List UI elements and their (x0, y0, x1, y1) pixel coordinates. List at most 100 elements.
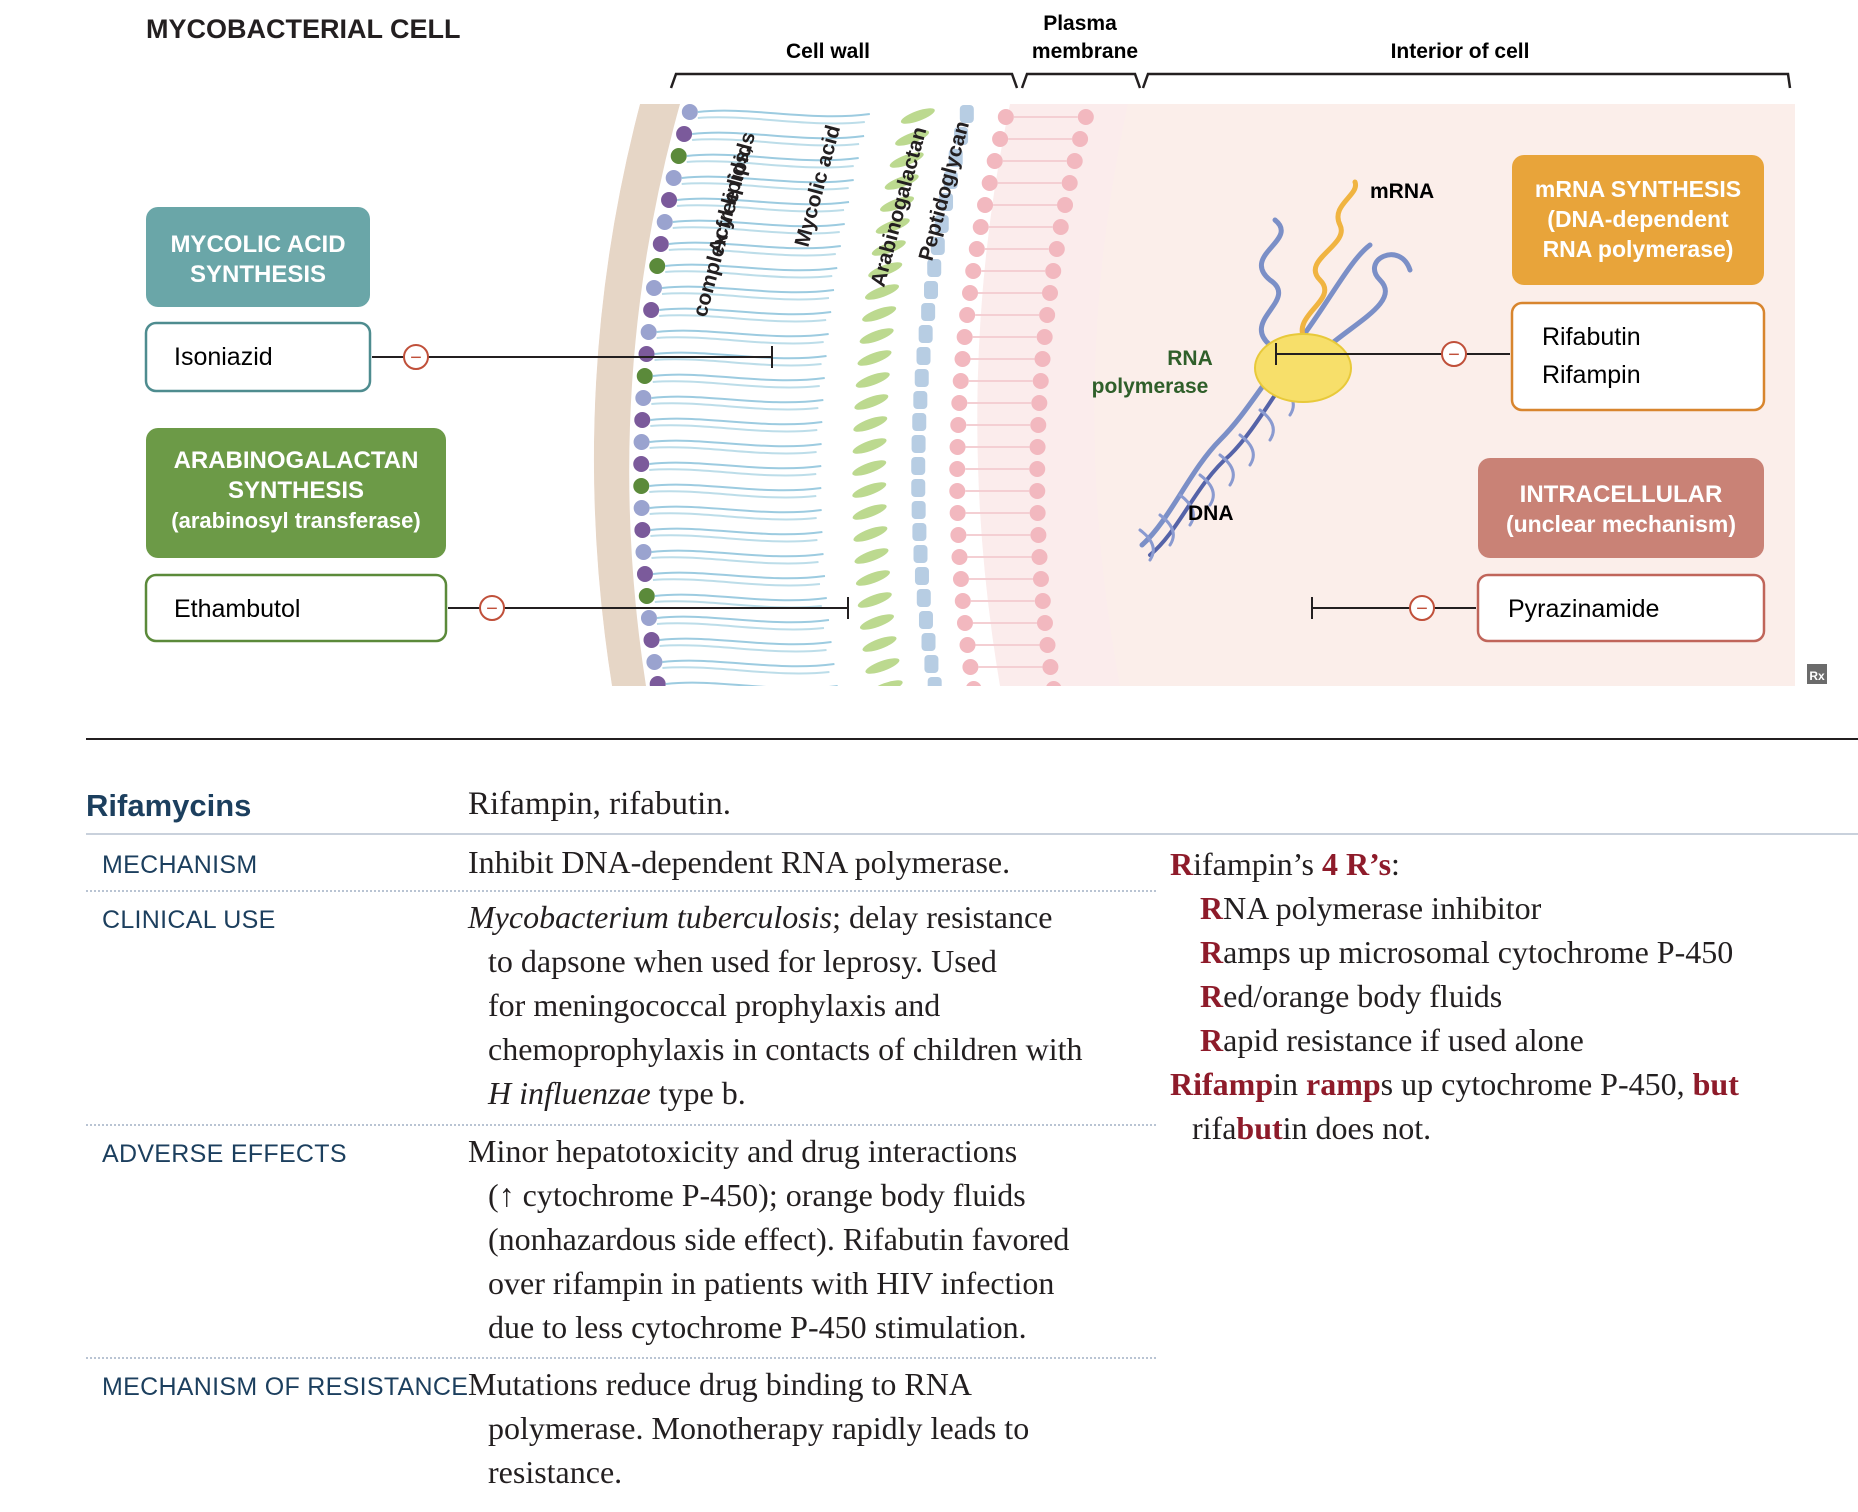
peptidoglycan-unit (924, 655, 939, 673)
mycolic-acid-tail (654, 358, 822, 367)
label-mechanism: MECHANISM (102, 851, 258, 879)
adverse-line: (nonhazardous side effect). Rifabutin fa… (488, 1221, 1070, 1257)
acyl-lipid-head (638, 346, 655, 362)
mycolic-acid-tail (676, 197, 850, 206)
mycolic-acid-tail (649, 490, 817, 499)
clinical-line: H influenzae type b. (468, 1071, 1148, 1115)
membrane-head-inner (1039, 307, 1056, 323)
label-adverse-effects: ADVERSE EFFECTS (102, 1140, 347, 1168)
mnemonic-note: rifabutin does not. (1170, 1106, 1850, 1150)
acyl-lipid-head (640, 610, 657, 626)
clinical-line: to dapsone when used for leprosy. Used (488, 943, 997, 979)
arabinogalactan-unit (862, 636, 897, 652)
membrane-head-outer (949, 483, 966, 499)
membrane-head-outer (968, 241, 985, 257)
membrane-head-outer (959, 307, 976, 323)
arabinogalactan-unit (859, 614, 894, 630)
drug-rifabutin-label: Rifabutin (1542, 323, 1641, 351)
arabinogalactan-unit (875, 218, 910, 234)
membrane-head-inner (1039, 637, 1056, 653)
mnemonic-text: s up cytochrome P-450, (1380, 1066, 1693, 1102)
peptidoglycan-unit (916, 589, 931, 607)
region-brackets (669, 72, 1792, 89)
region-cell-wall: Cell wall (786, 40, 870, 63)
region-plasma-membrane-1: Plasma (1043, 12, 1117, 35)
membrane-head-inner (1045, 263, 1062, 279)
membrane-head-outer (965, 681, 982, 686)
mycolic-acid-tail (650, 424, 818, 433)
peptidoglycan-unit (911, 457, 926, 475)
target-mrna-line2: (DNA-dependent (1547, 206, 1729, 232)
peptidoglycan-unit (916, 347, 931, 365)
membrane-head-inner (1029, 505, 1046, 521)
membrane-head-outer (954, 351, 971, 367)
drug-pyrazinamide-label: Pyrazinamide (1508, 595, 1659, 623)
adverse-line: Minor hepatotoxicity and drug interactio… (468, 1133, 1018, 1169)
mycolic-acid-tail (652, 578, 821, 587)
target-arabinogalactan: ARABINOGALACTAN SYNTHESIS (arabinosyl tr… (146, 428, 446, 558)
mycolic-acid-tail (666, 689, 833, 695)
membrane-head-outer (965, 263, 982, 279)
peptidoglycan-unit (921, 303, 936, 321)
mycolic-acid-tail (651, 549, 824, 558)
acyl-lipid-head (676, 126, 693, 142)
membrane-head-inner (1077, 109, 1094, 125)
adverse-line: due to less cytochrome P-450 stimulation… (488, 1309, 1027, 1345)
mnemonic-item: Rapid resistance if used alone (1170, 1018, 1850, 1062)
mnemonic-emph: ramp (1306, 1066, 1381, 1102)
mnemonic-item: Red/orange body fluids (1170, 974, 1850, 1018)
mycolic-acid-tail (656, 329, 829, 338)
mycolic-acid-tail (672, 226, 840, 235)
membrane-head-outer (956, 615, 973, 631)
mycolic-acid-tail (697, 109, 870, 118)
membrane-head-inner (1029, 461, 1046, 477)
acyl-lipid-head (643, 302, 660, 318)
acyl-lipid-head (646, 654, 663, 670)
clinical-line: chemoprophylaxis in contacts of children… (488, 1031, 1083, 1067)
text-mechanism: Inhibit DNA-dependent RNA polymerase. (468, 840, 1148, 884)
arabinogalactan-unit (871, 240, 906, 256)
acyl-lipid-head (649, 676, 666, 686)
clinical-organism: Mycobacterium tuberculosis (468, 899, 833, 935)
acyl-lipid-head (670, 148, 687, 164)
clinical-line: for meningococcal prophylaxis and (488, 987, 941, 1023)
target-mrna-line3: RNA polymerase) (1543, 236, 1734, 262)
acyl-lipid-head (652, 236, 669, 252)
acyl-lipid-head (633, 456, 650, 472)
mnemonic-r: R (1200, 890, 1224, 926)
peptidoglycan-unit (934, 215, 949, 233)
peptidoglycan-unit (948, 149, 963, 167)
membrane-head-outer (959, 637, 976, 653)
target-mycolic-line2: SYNTHESIS (190, 261, 326, 288)
mycolic-acid-tail (656, 336, 824, 345)
mycobacterial-cell-figure: MYCOBACTERIAL CELL Cell wall Plasma memb… (144, 12, 1827, 695)
arabinogalactan-unit (853, 526, 888, 542)
mycolic-acid-tail (656, 615, 830, 624)
mycolic-acid-tail (654, 351, 827, 360)
acyl-lipid-head (643, 632, 660, 648)
mycolic-acid-tail (651, 402, 819, 411)
mycolic-acid-tail (681, 182, 849, 191)
clinical-line: Mycobacterium tuberculosis; delay resist… (468, 895, 1148, 939)
mycolic-acid-tail (649, 512, 817, 521)
mycolic-acid-tail (692, 138, 860, 147)
membrane-head-inner (1030, 527, 1047, 543)
arabinogalactan-unit (865, 284, 900, 300)
peptidoglycan-unit (927, 259, 942, 277)
peptidoglycan-unit (918, 325, 933, 343)
peptidoglycan-unit (918, 611, 933, 629)
mycolic-acid-tail (654, 593, 827, 602)
target-arabino-line2: SYNTHESIS (228, 477, 364, 504)
peptidoglycan-unit (911, 501, 926, 519)
mnemonic-emph: Rifamp (1170, 1066, 1274, 1102)
inhibition-lines (372, 343, 1510, 619)
membrane-head-outer (950, 417, 967, 433)
arabinogalactan-unit (852, 438, 887, 454)
drug-ethambutol-label: Ethambutol (174, 595, 300, 623)
membrane-head-inner (1034, 351, 1051, 367)
mycolic-acid-tail (649, 439, 822, 448)
membrane-head-outer (981, 175, 998, 191)
mycolic-acid-tail (659, 644, 827, 653)
membrane-head-inner (1072, 131, 1089, 147)
acyl-lipid-head (634, 412, 651, 428)
